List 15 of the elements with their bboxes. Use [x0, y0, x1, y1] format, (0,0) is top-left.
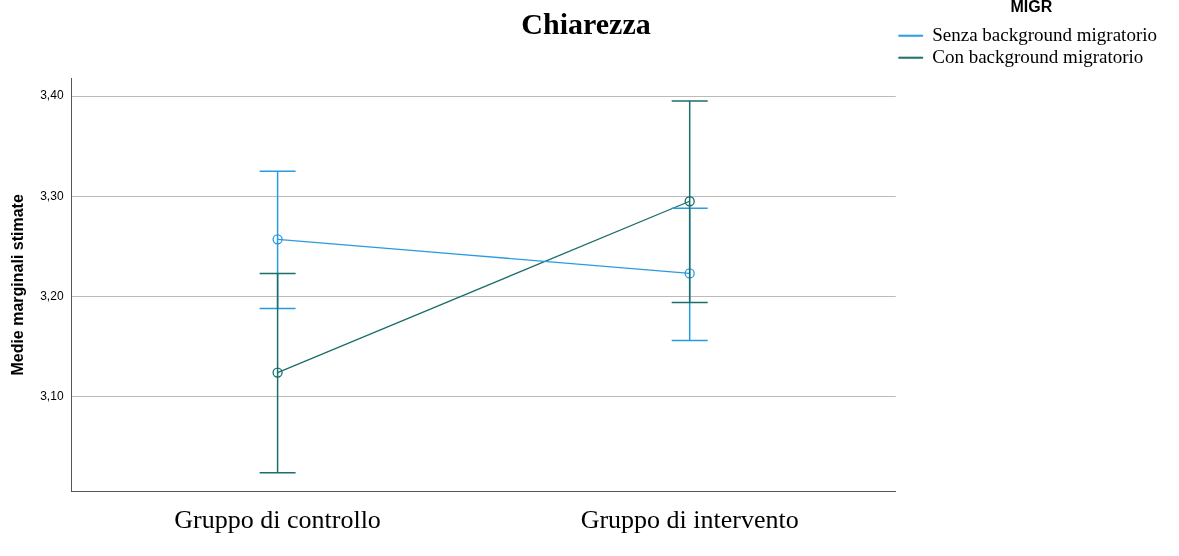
legend-title: MIGR — [1010, 0, 1053, 16]
point — [684, 268, 695, 279]
chart-title: Chiarezza — [521, 6, 651, 40]
point — [272, 234, 283, 245]
y-tick-label: 3,20 — [40, 288, 64, 303]
point — [272, 367, 283, 378]
point — [684, 196, 695, 207]
y-tick-label: 3,10 — [40, 388, 64, 403]
legend-label: Senza background migratorio — [932, 23, 1157, 45]
x-tick-label: Gruppo di controllo — [174, 505, 381, 535]
y-tick-label: 3,40 — [40, 88, 64, 103]
x-tick-label: Gruppo di intervento — [580, 505, 799, 535]
y-axis-title: Medie marginali stimate — [9, 194, 27, 376]
legend-label: Con background migratorio — [932, 45, 1144, 67]
y-tick-label: 3,30 — [40, 188, 64, 203]
